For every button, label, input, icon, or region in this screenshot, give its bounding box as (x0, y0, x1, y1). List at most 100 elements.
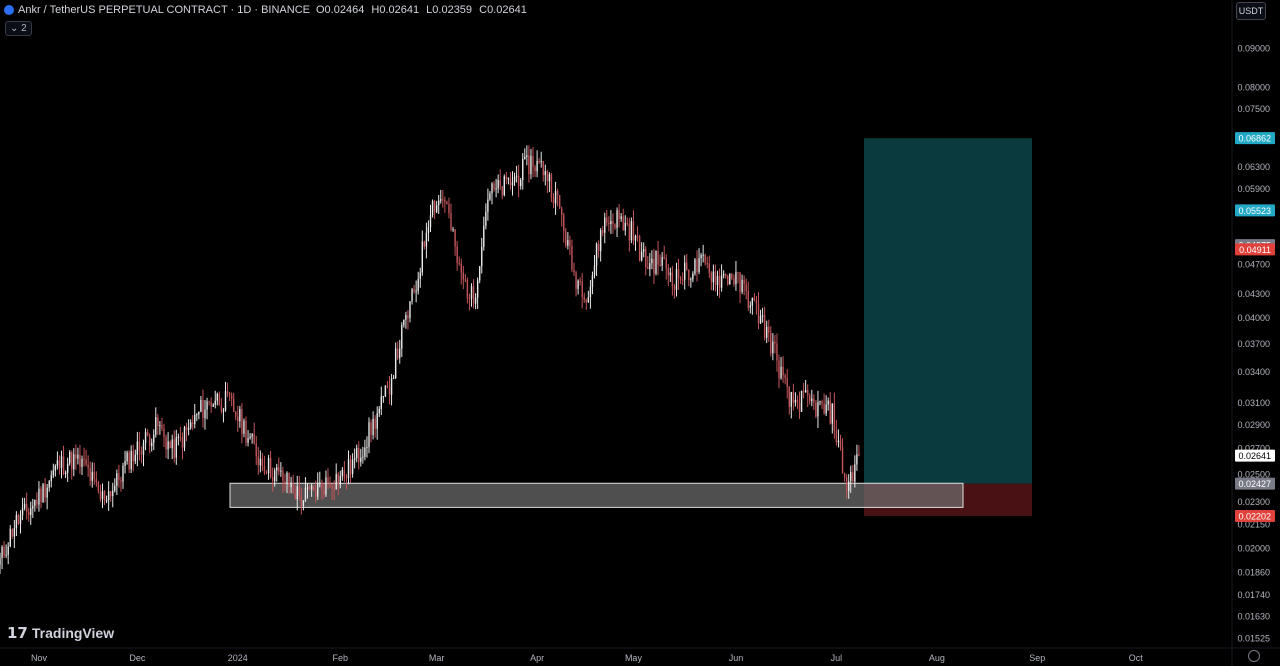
candle-body (378, 408, 380, 414)
candle-body (97, 482, 100, 491)
candle-body (329, 482, 331, 487)
candle-body (433, 201, 436, 213)
candle-body (280, 470, 282, 472)
candle-body (212, 404, 214, 407)
candle-body (58, 460, 61, 469)
price-tick-label: 0.03100 (1237, 398, 1270, 408)
candle-body (626, 222, 628, 224)
open-value: 0.02464 (324, 4, 365, 16)
candle-body (200, 400, 202, 412)
candle-body (554, 191, 557, 204)
candle-body (725, 273, 727, 277)
candle-body (89, 467, 91, 481)
candle-body (17, 515, 20, 524)
price-tick-label: 0.03400 (1237, 367, 1270, 377)
candle-body (407, 315, 409, 319)
candle-body (481, 246, 483, 267)
price-tick-label: 0.09000 (1237, 44, 1270, 54)
candle-body (595, 244, 598, 266)
candle-body (40, 488, 42, 503)
candle-body (583, 296, 585, 300)
candle-body (829, 400, 831, 424)
candle-body (282, 470, 284, 482)
candle-body (374, 418, 376, 429)
candle-body (427, 227, 430, 233)
candle-body (608, 222, 610, 225)
price-tick-label: 0.01860 (1237, 568, 1270, 578)
candle-body (809, 395, 811, 402)
price-label-text: 0.02641 (1238, 451, 1271, 461)
candle-body (821, 401, 823, 404)
time-tick-label: Jun (729, 653, 744, 663)
candle-body (597, 244, 600, 251)
candle-body (36, 499, 38, 505)
price-tick-label: 0.03700 (1237, 339, 1270, 349)
candle-body (243, 420, 245, 434)
candle-body (323, 489, 325, 495)
candle-body (710, 272, 713, 283)
candle-body (194, 414, 196, 425)
candle-body (499, 179, 501, 187)
candle-body (759, 315, 762, 324)
candle-body (415, 290, 417, 292)
symbol-title[interactable]: Ankr / TetherUS PERPETUAL CONTRACT · 1D … (18, 4, 310, 16)
time-tick-label: Dec (129, 653, 146, 663)
candle-body (509, 178, 512, 186)
candle-body (466, 279, 469, 299)
candle-body (224, 391, 227, 411)
candle-body (837, 440, 840, 443)
candle-body (159, 425, 161, 427)
candle-body (19, 515, 22, 524)
candle-body (358, 447, 360, 462)
candle-body (128, 452, 130, 470)
candle-body (30, 508, 32, 516)
candle-body (126, 452, 128, 462)
currency-selector[interactable]: USDT (1236, 2, 1266, 20)
candle-body (222, 410, 225, 412)
candle-body (50, 475, 52, 482)
price-tick-label: 0.02500 (1237, 469, 1270, 479)
candle-body (288, 472, 290, 488)
candle-body (214, 400, 216, 405)
target-zone (864, 138, 1032, 484)
candle-body (763, 315, 766, 338)
candle-body (796, 399, 799, 403)
candle-body (300, 495, 303, 507)
candle-body (727, 276, 729, 285)
candle-body (122, 465, 124, 482)
candle-body (380, 396, 382, 409)
candle-body (99, 490, 102, 500)
indicators-collapse-button[interactable]: ⌄ 2 (5, 21, 32, 36)
low-key: L (426, 4, 433, 16)
candle-body (649, 263, 651, 270)
candle-body (479, 266, 481, 281)
candle-body (630, 221, 633, 241)
candle-body (364, 447, 366, 457)
candle-body (661, 257, 663, 266)
candle-body (620, 216, 622, 219)
candle-body (823, 403, 825, 414)
candle-body (807, 389, 809, 396)
candle-body (612, 220, 614, 225)
candle-body (716, 276, 719, 285)
candle-body (786, 378, 788, 387)
candle-body (534, 166, 536, 172)
candle-body (202, 400, 204, 419)
candle-body (558, 195, 561, 209)
candle-body (271, 477, 274, 482)
candle-body (69, 452, 71, 464)
candle-body (470, 286, 473, 299)
candle-body (579, 280, 581, 282)
candle-body (544, 171, 546, 176)
candle-body (56, 460, 59, 466)
candle-body (372, 418, 374, 436)
settings-gear-icon[interactable] (1248, 650, 1260, 662)
candle-body (624, 222, 626, 231)
candle-body (93, 471, 95, 480)
candle-body (790, 391, 792, 407)
price-tick-label: 0.01740 (1237, 590, 1270, 600)
candle-body (306, 487, 309, 489)
close-value: 0.02641 (487, 4, 527, 16)
candle-body (528, 155, 530, 175)
